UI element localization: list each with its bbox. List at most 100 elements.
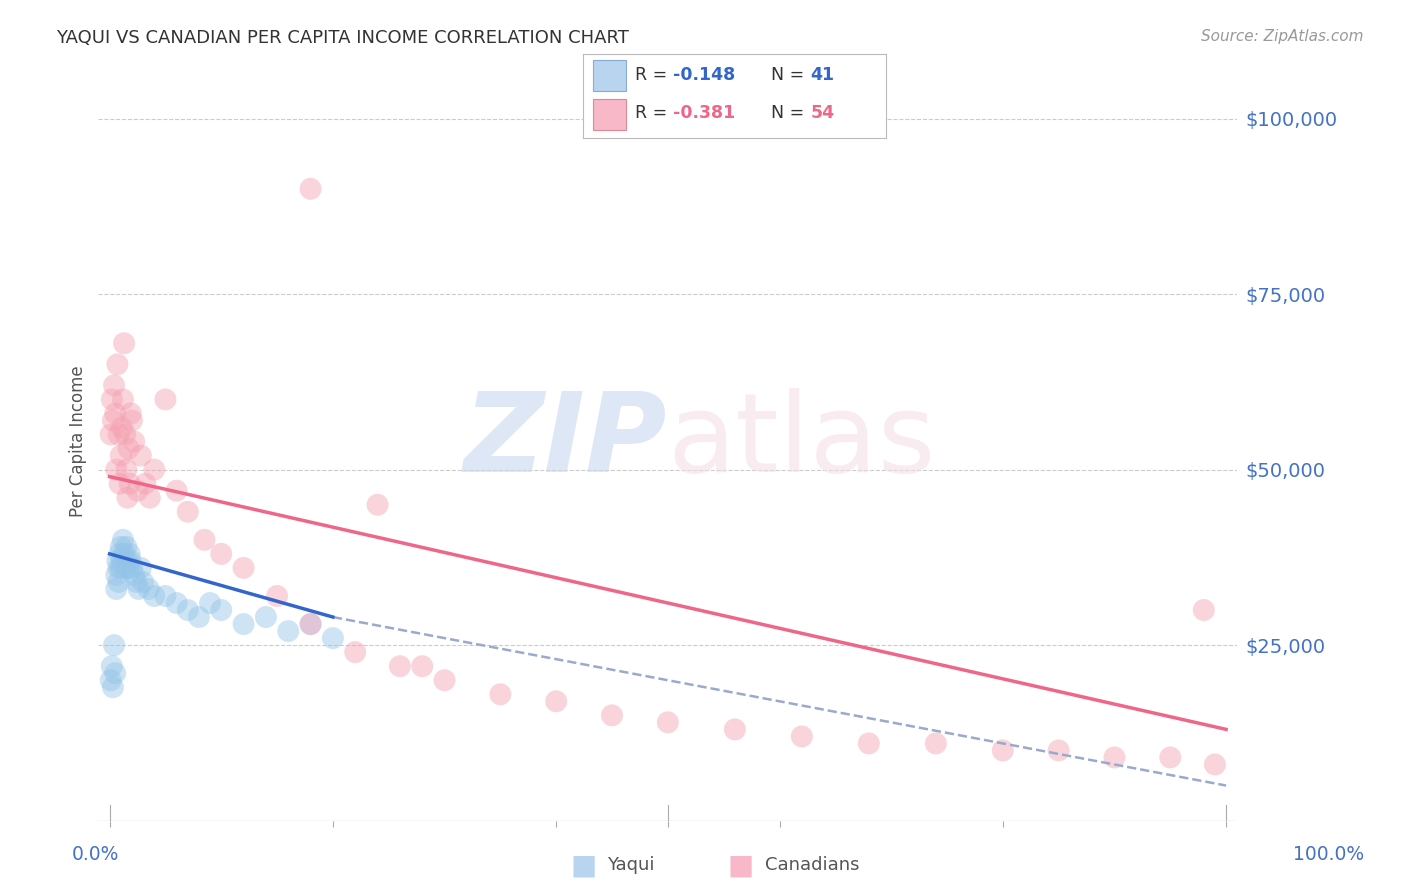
Point	[155, 392, 177, 407]
Point	[128, 582, 150, 596]
Point	[112, 547, 135, 561]
Point	[1159, 750, 1181, 764]
Text: Yaqui: Yaqui	[607, 856, 655, 874]
Y-axis label: Per Capita Income: Per Capita Income	[69, 366, 87, 517]
Point	[115, 462, 138, 476]
Point	[104, 666, 127, 681]
Point	[105, 568, 128, 582]
Point	[139, 491, 162, 505]
Text: N =: N =	[770, 104, 810, 122]
Point	[125, 574, 148, 589]
Point	[193, 533, 215, 547]
Text: ■: ■	[728, 851, 754, 880]
Text: 100.0%: 100.0%	[1294, 845, 1364, 864]
Point	[118, 476, 141, 491]
Point	[110, 540, 132, 554]
Text: atlas: atlas	[668, 388, 936, 495]
Point	[121, 561, 143, 575]
Point	[411, 659, 433, 673]
Point	[107, 427, 129, 442]
Point	[143, 462, 166, 476]
Point	[322, 631, 344, 645]
Point	[132, 574, 155, 589]
Point	[1104, 750, 1126, 764]
Point	[344, 645, 367, 659]
Point	[103, 378, 125, 392]
Text: N =: N =	[770, 66, 810, 84]
Point	[254, 610, 277, 624]
Point	[187, 610, 209, 624]
Point	[546, 694, 568, 708]
Point	[600, 708, 623, 723]
Point	[104, 407, 127, 421]
Point	[155, 589, 177, 603]
Point	[108, 547, 131, 561]
Point	[367, 498, 389, 512]
Text: 54: 54	[810, 104, 834, 122]
Text: 0.0%: 0.0%	[72, 845, 120, 864]
Bar	[592, 61, 626, 91]
Point	[129, 449, 152, 463]
Point	[232, 561, 254, 575]
Point	[198, 596, 221, 610]
Text: -0.148: -0.148	[672, 66, 735, 84]
Point	[105, 582, 128, 596]
Point	[1192, 603, 1215, 617]
Point	[115, 540, 138, 554]
Point	[489, 687, 512, 701]
Point	[117, 554, 139, 568]
Text: R =: R =	[636, 104, 672, 122]
Point	[105, 462, 128, 476]
Point	[111, 392, 134, 407]
Point	[108, 476, 131, 491]
Point	[138, 582, 160, 596]
Point	[114, 561, 136, 575]
Point	[120, 407, 142, 421]
Point	[991, 743, 1014, 757]
Point	[299, 617, 322, 632]
Point	[111, 533, 134, 547]
Text: ZIP: ZIP	[464, 388, 668, 495]
Point	[925, 736, 948, 750]
Point	[209, 603, 232, 617]
Text: 41: 41	[810, 66, 834, 84]
Text: Source: ZipAtlas.com: Source: ZipAtlas.com	[1201, 29, 1364, 44]
Point	[134, 476, 156, 491]
Point	[117, 561, 139, 575]
Point	[388, 659, 411, 673]
Point	[299, 617, 322, 632]
Point	[107, 574, 129, 589]
Point	[112, 336, 135, 351]
Point	[101, 680, 124, 694]
Point	[657, 715, 679, 730]
Point	[117, 442, 139, 456]
Point	[177, 505, 200, 519]
Point	[110, 561, 132, 575]
Point	[790, 730, 813, 744]
Point	[100, 673, 122, 688]
Point	[111, 420, 134, 434]
Point	[724, 723, 747, 737]
Text: -0.381: -0.381	[672, 104, 735, 122]
Point	[107, 554, 129, 568]
Point	[118, 547, 141, 561]
Point	[277, 624, 299, 639]
Point	[107, 561, 129, 575]
Point	[101, 413, 124, 427]
Point	[111, 554, 134, 568]
Point	[1047, 743, 1070, 757]
Point	[101, 392, 124, 407]
Point	[122, 434, 145, 449]
Point	[121, 413, 143, 427]
Point	[166, 483, 188, 498]
Point	[129, 561, 152, 575]
Text: ■: ■	[571, 851, 596, 880]
Text: R =: R =	[636, 66, 672, 84]
Text: YAQUI VS CANADIAN PER CAPITA INCOME CORRELATION CHART: YAQUI VS CANADIAN PER CAPITA INCOME CORR…	[56, 29, 628, 46]
Point	[101, 659, 124, 673]
Point	[107, 357, 129, 371]
Point	[103, 638, 125, 652]
Point	[433, 673, 456, 688]
Point	[100, 427, 122, 442]
Point	[166, 596, 188, 610]
